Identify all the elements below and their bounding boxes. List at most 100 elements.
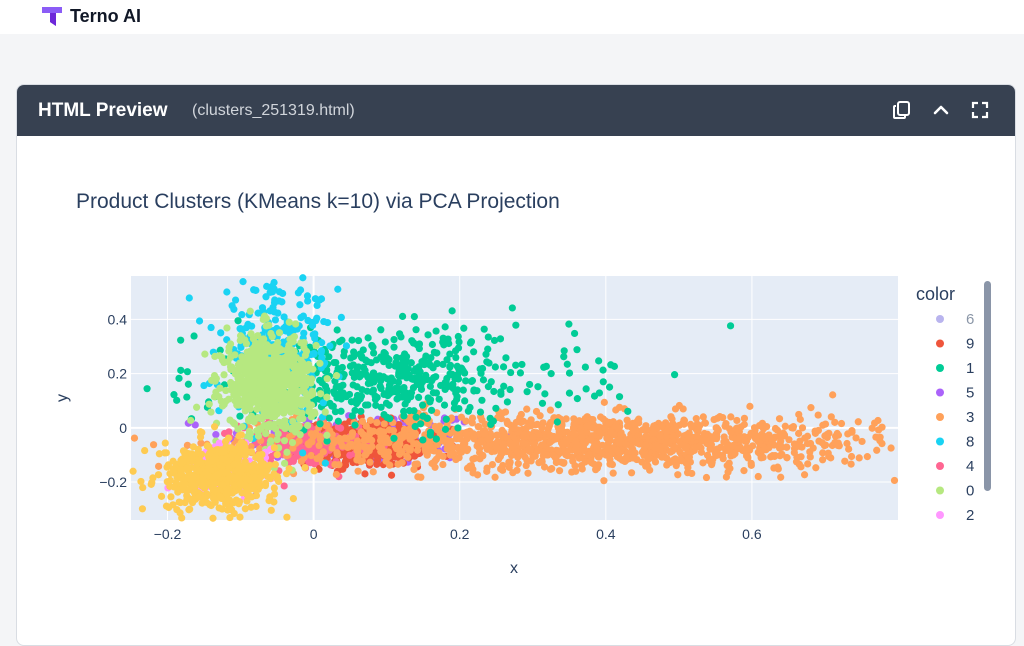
scatter-point [272, 425, 280, 433]
collapse-button[interactable] [930, 99, 952, 121]
scatter-point [410, 367, 418, 375]
scatter-point [283, 513, 291, 521]
scatter-point [439, 460, 447, 469]
scatter-point [262, 360, 270, 368]
scatter-point [616, 454, 624, 462]
scatter-point [296, 286, 305, 294]
scatter-point [555, 447, 563, 455]
scatter-point [222, 397, 230, 406]
scatter-point [390, 335, 398, 344]
scatter-point [508, 304, 516, 312]
legend-scrollbar[interactable] [984, 281, 991, 491]
scatter-point [512, 361, 520, 369]
scatter-point [519, 417, 528, 425]
scatter-point [372, 356, 381, 364]
scatter-point [315, 441, 323, 450]
scatter-point [517, 410, 525, 419]
scatter-point [359, 346, 367, 354]
panel-filename: (clusters_251319.html) [192, 102, 355, 119]
scatter-point [685, 434, 693, 442]
scatter-point [246, 464, 254, 472]
scatter-point [688, 469, 696, 478]
copy-button[interactable] [891, 99, 913, 121]
scatter-point [381, 338, 389, 346]
scatter-point [541, 390, 549, 398]
scatter-point [270, 278, 278, 287]
scatter-point [267, 506, 275, 514]
scatter-point [743, 443, 751, 452]
scatter-point [596, 428, 604, 436]
scatter-point [699, 459, 707, 467]
scatter-point [243, 475, 251, 483]
scatter-point [284, 325, 292, 333]
scatter-point [415, 340, 424, 348]
scatter-point [320, 317, 328, 326]
scatter-point [406, 432, 414, 440]
scatter-point [323, 431, 331, 439]
scatter-point [175, 498, 183, 506]
scatter-point [280, 482, 288, 490]
scatter-point [578, 433, 586, 441]
scatter-point [785, 436, 793, 444]
scatter-point [129, 467, 137, 475]
brand[interactable]: Terno AI [40, 3, 141, 29]
legend-item[interactable]: 5 [936, 385, 974, 402]
scatter-point [262, 412, 271, 420]
scatter-point [236, 513, 244, 521]
scatter-point [273, 473, 282, 481]
scatter-point [440, 401, 449, 409]
scatter-point [330, 388, 338, 396]
scatter-point [459, 386, 467, 394]
scatter-point [335, 392, 343, 401]
scatter-point [382, 399, 391, 407]
scatter-point [847, 460, 855, 468]
scatter-point [514, 460, 522, 468]
scatter-point [137, 477, 145, 486]
scatter-point [350, 348, 358, 356]
scatter-point [193, 403, 201, 411]
scatter-point [300, 339, 308, 347]
scatter-point [312, 447, 320, 455]
scatter-point [746, 402, 754, 410]
y-tick-label: 0.2 [108, 366, 128, 382]
scatter-point [229, 488, 237, 496]
scatter-point [268, 359, 276, 367]
scatter-point [718, 452, 727, 460]
scatter-point [198, 428, 206, 437]
legend[interactable]: 6 9 1 5 3 8 4 0 2 [936, 311, 974, 524]
scatter-point [697, 448, 705, 456]
scatter-point [450, 399, 459, 407]
legend-item[interactable]: 2 [936, 507, 974, 524]
scatter-point [726, 464, 734, 473]
scatter-point [801, 434, 809, 442]
scatter-point [228, 302, 236, 310]
legend-item[interactable]: 8 [936, 434, 974, 451]
scatter-point [481, 420, 489, 428]
scatter-point [321, 421, 330, 430]
scatter-point [380, 390, 388, 399]
scatter-point [682, 444, 690, 453]
legend-item[interactable]: 4 [936, 458, 974, 475]
scatter-point [281, 424, 289, 433]
scatter-point [409, 384, 418, 392]
scatter-point [170, 469, 178, 477]
legend-item[interactable]: 9 [936, 336, 974, 353]
scatter-point [319, 399, 327, 407]
legend-item[interactable]: 3 [936, 409, 974, 426]
legend-item[interactable]: 6 [936, 311, 974, 328]
scatter-point [806, 448, 814, 456]
scatter-point [283, 448, 291, 456]
scatter-point [477, 437, 485, 445]
scatter-point [411, 431, 419, 439]
fullscreen-button[interactable] [969, 99, 991, 121]
scatter-point [491, 473, 499, 481]
scatter-point [462, 355, 470, 363]
scatter-point [231, 445, 239, 453]
scatter-point [509, 469, 517, 477]
scatter-point [496, 335, 505, 343]
legend-item[interactable]: 0 [936, 483, 974, 500]
scatter-point [819, 421, 827, 429]
scatter-point [249, 480, 257, 489]
legend-item[interactable]: 1 [936, 360, 974, 377]
scatter-point [235, 432, 243, 440]
